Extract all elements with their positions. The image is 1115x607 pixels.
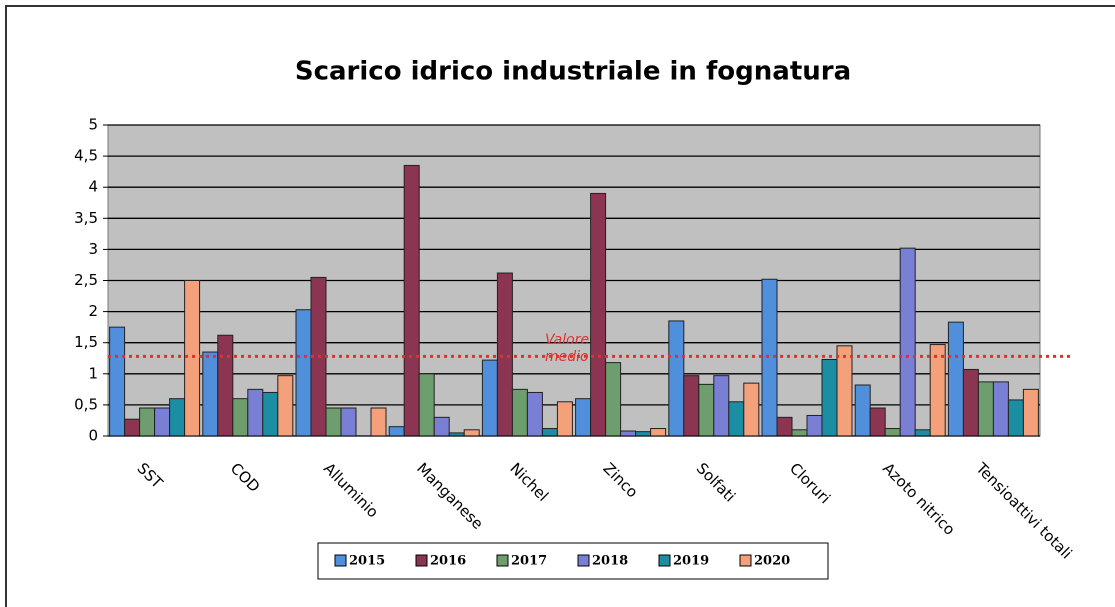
- y-tick-label: 3,5: [74, 209, 98, 227]
- chart-title: Scarico idrico industriale in fognatura: [295, 57, 851, 87]
- bar: [869, 407, 886, 437]
- bar: [388, 426, 405, 437]
- legend-swatch: [658, 554, 671, 567]
- bar: [262, 391, 279, 437]
- bar: [728, 401, 745, 437]
- bar: [295, 309, 312, 437]
- bar: [124, 418, 141, 437]
- bar: [340, 407, 357, 437]
- bar: [232, 398, 249, 437]
- x-tick-label: SST: [134, 459, 167, 492]
- bar: [992, 381, 1009, 437]
- bar: [526, 391, 543, 437]
- bar: [698, 383, 715, 437]
- legend-swatch: [496, 554, 509, 567]
- bar: [496, 272, 513, 437]
- x-tick-label: Azoto nitrico: [879, 459, 959, 539]
- bar: [202, 351, 219, 437]
- bar: [977, 381, 994, 437]
- bar: [139, 407, 156, 437]
- bar: [650, 428, 667, 437]
- bar: [743, 382, 760, 437]
- bar: [575, 398, 592, 437]
- y-tick-label: 4,5: [74, 147, 98, 165]
- bar: [169, 398, 186, 437]
- x-tick-label: Alluminio: [320, 459, 382, 521]
- x-tick-label: Zinco: [600, 459, 642, 501]
- legend-swatch: [577, 554, 590, 567]
- bar: [418, 373, 435, 437]
- bar: [806, 414, 823, 437]
- legend-label: 2020: [754, 554, 790, 569]
- bar: [884, 428, 901, 437]
- frame: [5, 5, 1115, 607]
- y-tick-label: 5: [88, 116, 98, 134]
- x-tick-label: Manganese: [413, 459, 487, 533]
- bar: [683, 375, 700, 437]
- legend-label: 2017: [511, 554, 547, 569]
- bar: [929, 344, 946, 437]
- x-tick-label: Cloruri: [786, 459, 834, 507]
- bar: [403, 164, 420, 437]
- bar: [556, 401, 573, 437]
- bar: [277, 375, 294, 437]
- bar: [914, 429, 931, 437]
- y-tick-label: 3: [88, 240, 98, 258]
- x-tick-label: Solfati: [693, 459, 739, 505]
- y-tick-label: 4: [88, 178, 98, 196]
- bar: [962, 368, 979, 437]
- y-tick-label: 0,5: [74, 395, 98, 413]
- bar: [433, 416, 450, 437]
- bar: [370, 407, 387, 437]
- y-tick-label: 2,5: [74, 271, 98, 289]
- legend-swatch: [334, 554, 347, 567]
- bar: [1022, 388, 1039, 437]
- bar: [1007, 399, 1024, 437]
- bar: [668, 320, 685, 437]
- legend-swatch: [739, 554, 752, 567]
- legend-label: 2015: [349, 554, 385, 569]
- y-tick-label: 1,5: [74, 333, 98, 351]
- bar: [463, 429, 480, 437]
- bar: [854, 384, 871, 437]
- legend-label: 2016: [430, 554, 466, 569]
- bar: [590, 192, 607, 437]
- bar: [713, 375, 730, 437]
- y-tick-label: 0: [88, 427, 98, 445]
- bar: [109, 326, 126, 437]
- bar: [605, 362, 622, 437]
- mean-label: Valore medio: [545, 332, 590, 365]
- bar: [325, 407, 342, 437]
- bar: [791, 429, 808, 437]
- legend-label: 2018: [592, 554, 628, 569]
- y-tick-label: 1: [88, 364, 98, 382]
- bar: [947, 321, 964, 437]
- bar: [184, 280, 201, 437]
- bar: [247, 388, 264, 437]
- bar: [541, 428, 558, 437]
- bar: [217, 334, 234, 437]
- bar: [821, 358, 838, 437]
- legend-label: 2019: [673, 554, 709, 569]
- bar: [511, 388, 528, 437]
- bar: [836, 345, 853, 437]
- bar: [154, 407, 171, 437]
- x-tick-label: Nichel: [506, 459, 552, 505]
- bar: [899, 247, 916, 437]
- x-tick-label: Tensioattivi totali: [972, 459, 1076, 563]
- x-tick-label: COD: [227, 459, 264, 496]
- bar: [635, 431, 652, 437]
- y-tick-label: 2: [88, 302, 98, 320]
- bar: [620, 430, 637, 437]
- bar: [776, 416, 793, 437]
- legend-swatch: [415, 554, 428, 567]
- bar: [481, 359, 498, 437]
